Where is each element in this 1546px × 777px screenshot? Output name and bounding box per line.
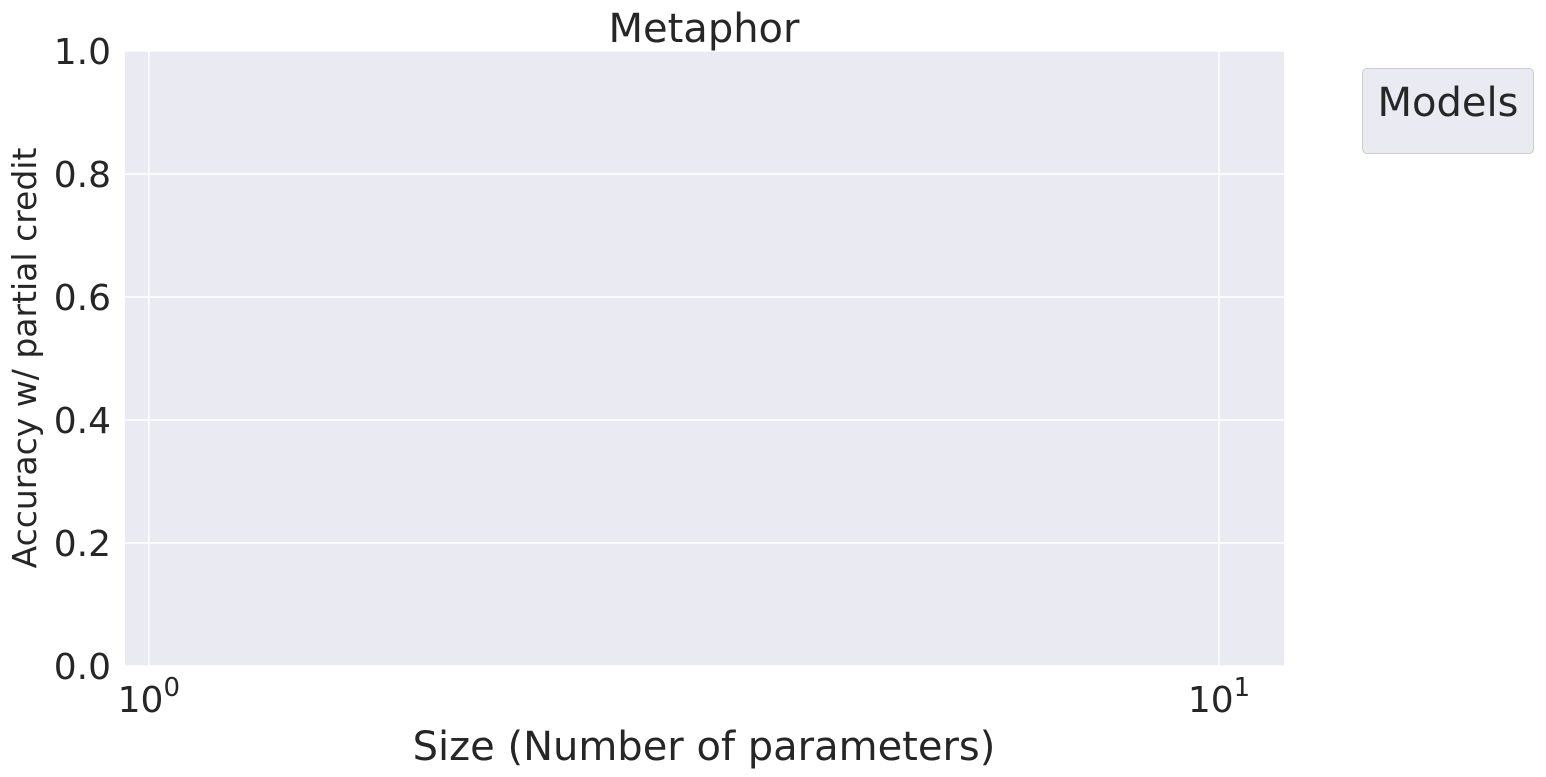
y-tick-label: 0.2 — [54, 524, 111, 565]
gridlines — [125, 50, 1284, 667]
legend: Models — [1362, 68, 1534, 154]
y-tick-label: 1.0 — [54, 32, 111, 73]
y-tick-label: 0.0 — [54, 647, 111, 688]
x-axis-label: Size (Number of parameters) — [413, 724, 996, 770]
x-tick-label: 101 — [1188, 673, 1250, 721]
plot-area — [125, 51, 1284, 666]
y-tick-labels: 0.0 0.2 0.4 0.6 0.8 1.0 — [54, 32, 111, 688]
x-tick-base: 10 — [1188, 680, 1234, 721]
x-tick-labels: 100 101 — [118, 673, 1251, 721]
y-axis-label: Accuracy w/ partial credit — [5, 148, 44, 569]
x-tick-base: 10 — [118, 680, 164, 721]
y-tick-label: 0.8 — [54, 155, 111, 196]
x-tick-exponent: 1 — [1234, 673, 1251, 703]
y-tick-label: 0.6 — [54, 278, 111, 319]
x-tick-exponent: 0 — [163, 673, 180, 703]
chart-title: Metaphor — [609, 6, 801, 52]
legend-title: Models — [1377, 80, 1519, 126]
y-tick-label: 0.4 — [54, 401, 111, 442]
x-tick-label: 100 — [118, 673, 180, 721]
